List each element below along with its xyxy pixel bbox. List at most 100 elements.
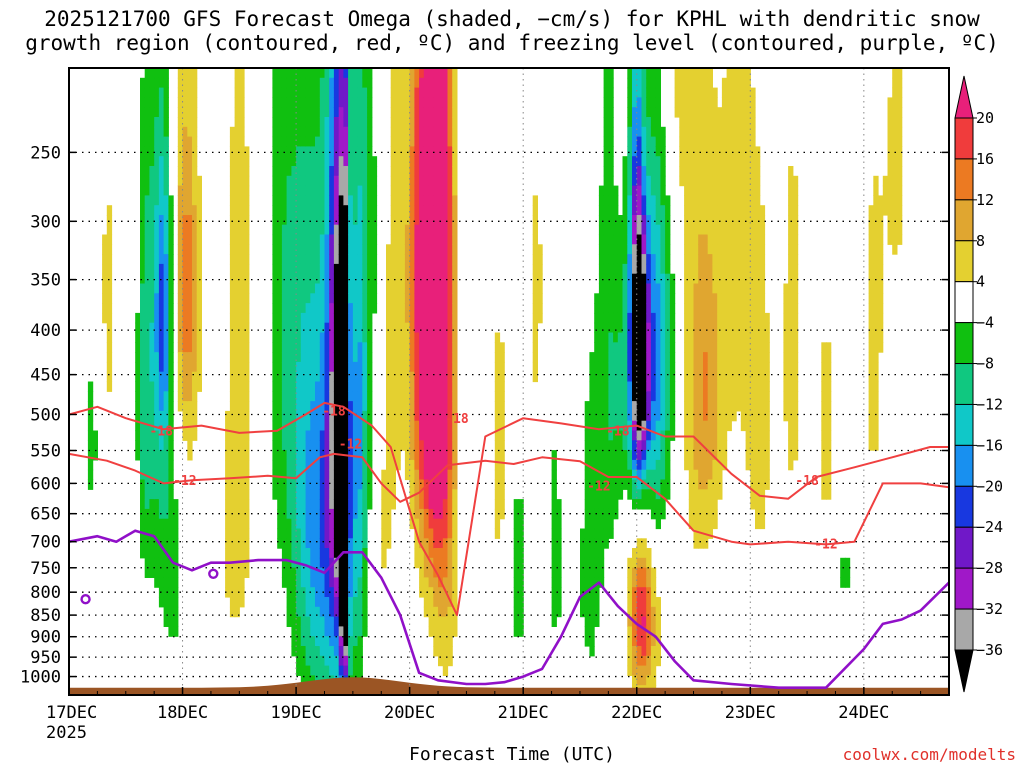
omega-cell bbox=[343, 273, 349, 285]
omega-cell bbox=[428, 312, 434, 324]
omega-cell bbox=[423, 332, 430, 343]
omega-cell bbox=[367, 126, 373, 138]
omega-cell bbox=[395, 107, 401, 118]
omega-cell bbox=[315, 107, 321, 118]
omega-cell bbox=[750, 420, 756, 432]
omega-cell bbox=[281, 322, 288, 334]
omega-cell bbox=[438, 557, 444, 569]
omega-cell bbox=[731, 371, 737, 383]
omega-cell bbox=[627, 68, 633, 79]
omega-cell bbox=[338, 646, 344, 657]
omega-cell bbox=[433, 332, 439, 343]
omega-cell bbox=[438, 303, 444, 314]
omega-cell bbox=[703, 489, 709, 500]
omega-cell bbox=[357, 303, 363, 314]
omega-cell bbox=[750, 87, 756, 98]
omega-cell bbox=[499, 391, 505, 402]
omega-cell bbox=[627, 224, 633, 236]
omega-cell bbox=[622, 332, 628, 343]
omega-cell bbox=[154, 303, 160, 314]
omega-cell bbox=[158, 68, 165, 79]
omega-cell bbox=[442, 606, 449, 618]
omega-cell bbox=[684, 283, 690, 294]
omega-cell bbox=[239, 352, 245, 363]
omega-cell bbox=[400, 185, 406, 196]
omega-cell bbox=[286, 136, 292, 147]
omega-cell bbox=[352, 244, 359, 255]
omega-cell bbox=[447, 361, 453, 373]
omega-cell bbox=[333, 636, 340, 647]
omega-cell bbox=[277, 479, 283, 490]
omega-cell bbox=[703, 126, 709, 138]
omega-cell bbox=[438, 254, 444, 265]
omega-cell bbox=[783, 352, 789, 363]
omega-cell bbox=[556, 538, 562, 549]
omega-cell bbox=[154, 166, 160, 177]
omega-cell bbox=[447, 107, 453, 118]
omega-cell bbox=[239, 195, 245, 206]
omega-cell bbox=[731, 136, 737, 147]
omega-cell bbox=[390, 146, 396, 157]
omega-cell bbox=[343, 538, 349, 549]
omega-cell bbox=[636, 587, 642, 598]
omega-cell bbox=[745, 77, 751, 89]
omega-cell bbox=[788, 450, 794, 461]
omega-cell bbox=[632, 557, 638, 569]
omega-cell bbox=[409, 352, 415, 363]
omega-cell bbox=[655, 97, 661, 108]
omega-cell bbox=[234, 254, 240, 265]
omega-cell bbox=[329, 244, 335, 255]
omega-cell bbox=[390, 97, 396, 108]
omega-cell bbox=[419, 587, 425, 598]
omega-cell bbox=[641, 273, 647, 285]
omega-cell bbox=[106, 371, 113, 383]
omega-cell bbox=[281, 77, 288, 89]
omega-cell bbox=[144, 185, 150, 196]
omega-cell bbox=[665, 371, 671, 383]
omega-cell bbox=[234, 489, 240, 500]
omega-cell bbox=[357, 646, 363, 657]
omega-cell bbox=[717, 107, 723, 118]
omega-cell bbox=[698, 263, 704, 275]
omega-cell bbox=[400, 332, 406, 343]
omega-cell bbox=[646, 126, 652, 138]
omega-cell bbox=[234, 107, 240, 118]
omega-cell bbox=[319, 322, 326, 334]
omega-cell bbox=[239, 508, 245, 520]
omega-cell bbox=[788, 166, 794, 177]
omega-cell bbox=[414, 273, 420, 285]
omega-cell bbox=[840, 567, 846, 578]
omega-cell bbox=[745, 381, 751, 392]
omega-cell bbox=[296, 156, 302, 167]
omega-cell bbox=[324, 322, 330, 334]
omega-cell bbox=[286, 450, 292, 461]
omega-cell bbox=[641, 126, 647, 138]
omega-cell bbox=[158, 371, 165, 383]
omega-cell bbox=[333, 303, 340, 314]
omega-cell bbox=[286, 303, 292, 314]
omega-cell bbox=[182, 107, 188, 118]
omega-cell bbox=[693, 273, 699, 285]
omega-cell bbox=[300, 459, 307, 471]
omega-cell bbox=[419, 205, 425, 216]
omega-cell bbox=[343, 626, 349, 637]
omega-cell bbox=[177, 342, 184, 353]
omega-cell bbox=[286, 254, 292, 265]
omega-cell bbox=[291, 391, 297, 402]
omega-cell bbox=[362, 107, 368, 118]
omega-cell bbox=[319, 254, 326, 265]
omega-cell bbox=[688, 215, 695, 226]
omega-cell bbox=[452, 107, 458, 118]
omega-cell bbox=[650, 352, 657, 363]
omega-cell bbox=[788, 332, 794, 343]
omega-cell bbox=[617, 215, 624, 226]
omega-cell bbox=[352, 646, 359, 657]
omega-cell bbox=[315, 234, 321, 245]
omega-cell bbox=[622, 459, 628, 471]
omega-cell bbox=[324, 312, 330, 324]
omega-cell bbox=[632, 371, 638, 383]
omega-cell bbox=[613, 401, 619, 412]
omega-cell bbox=[868, 293, 874, 304]
omega-cell bbox=[149, 87, 155, 98]
omega-cell bbox=[641, 557, 647, 569]
